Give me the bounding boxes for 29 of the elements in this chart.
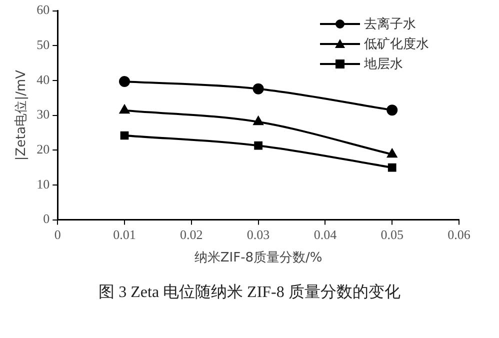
- y-tick-label: 50: [36, 37, 50, 52]
- point: [120, 104, 130, 114]
- point: [253, 116, 264, 126]
- point: [386, 104, 398, 116]
- x-tick-label: 0.02: [180, 227, 203, 242]
- legend-label: 地层水: [364, 56, 403, 72]
- y-tick-label: 20: [36, 142, 50, 157]
- point: [252, 83, 264, 94]
- point: [120, 131, 129, 140]
- y-axis-title: |Zeta电位|/mV: [14, 70, 30, 161]
- point: [387, 148, 397, 158]
- x-tick-label: 0: [54, 227, 61, 242]
- y-tick-label: 10: [36, 176, 50, 192]
- y-tick-label: 60: [36, 2, 50, 18]
- x-tick-label: 0.04: [314, 227, 338, 242]
- y-tick-label: 40: [36, 72, 50, 87]
- x-tick-label: 0.03: [246, 227, 270, 242]
- point: [388, 163, 396, 172]
- x-axis-title: 纳米ZIF-8质量分数/%: [194, 250, 322, 266]
- y-tick-label: 0: [43, 211, 50, 226]
- y-tick-label: 30: [36, 106, 50, 122]
- x-tick-label: 0.05: [380, 227, 404, 242]
- caption: 图 3 Zeta 电位随纳米 ZIF-8 质量分数的变化: [98, 282, 402, 303]
- legend-label: 低矿化度水: [364, 36, 429, 52]
- point: [254, 141, 262, 150]
- x-tick-label: 0.06: [448, 227, 471, 242]
- point: [119, 76, 130, 88]
- legend-label: 去离子水: [364, 16, 416, 32]
- x-tick-label: 0.01: [113, 227, 136, 242]
